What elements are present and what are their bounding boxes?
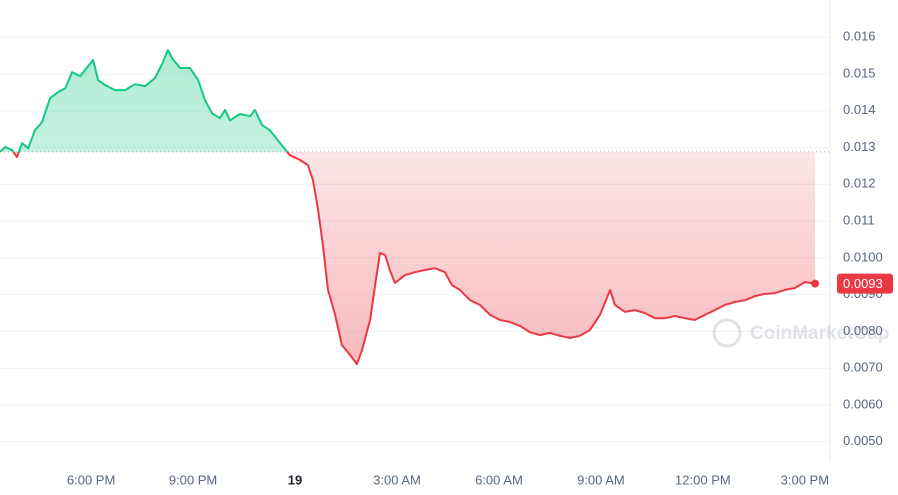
price-tag-label: 0.0093 bbox=[843, 276, 883, 291]
x-tick-label: 6:00 PM bbox=[67, 472, 115, 487]
y-tick-label: 0.0070 bbox=[843, 360, 883, 375]
x-tick-label: 9:00 AM bbox=[577, 472, 625, 487]
x-tick-label: 19 bbox=[288, 472, 302, 487]
price-tag: 0.0093 bbox=[837, 273, 893, 294]
x-tick-label: 6:00 AM bbox=[475, 472, 523, 487]
watermark: CoinMarketCap bbox=[712, 318, 889, 348]
x-tick-label: 9:00 PM bbox=[169, 472, 217, 487]
y-tick-label: 0.012 bbox=[843, 176, 876, 191]
x-tick-label: 3:00 AM bbox=[373, 472, 421, 487]
price-tag-bg bbox=[837, 273, 893, 294]
last-point bbox=[811, 279, 820, 288]
area-up bbox=[0, 50, 288, 152]
watermark-text: CoinMarketCap bbox=[750, 323, 889, 344]
y-tick-label: 0.0080 bbox=[843, 323, 883, 338]
y-tick-label: 0.013 bbox=[843, 139, 876, 154]
y-tick-label: 0.0050 bbox=[843, 433, 883, 448]
x-tick-label: 3:00 PM bbox=[781, 472, 829, 487]
y-tick-label: 0.0100 bbox=[843, 249, 883, 264]
x-tick-label: 12:00 PM bbox=[675, 472, 731, 487]
area-down bbox=[0, 151, 815, 365]
y-tick-label: 0.015 bbox=[843, 65, 876, 80]
y-tick-label: 0.014 bbox=[843, 102, 876, 117]
y-tick-label: 0.011 bbox=[843, 213, 875, 228]
line-down bbox=[0, 151, 816, 366]
y-tick-label: 0.016 bbox=[843, 29, 876, 44]
y-tick-label: 0.0060 bbox=[843, 396, 883, 411]
line-up bbox=[0, 49, 289, 152]
